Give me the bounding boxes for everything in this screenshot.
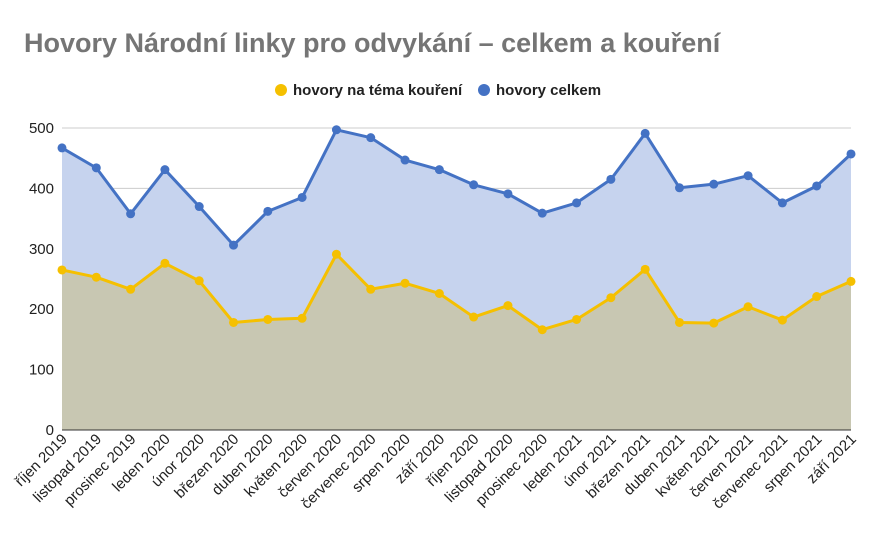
point-series-1-11	[434, 165, 444, 175]
point-series-1-19	[709, 179, 719, 189]
point-series-0-3	[160, 258, 170, 268]
point-series-1-15	[572, 198, 582, 208]
y-tick-label: 200	[29, 301, 54, 318]
point-series-0-5	[229, 317, 239, 327]
point-series-0-4	[194, 276, 204, 286]
point-series-0-9	[366, 284, 376, 294]
point-series-1-6	[263, 206, 273, 216]
point-series-0-17	[640, 264, 650, 274]
line-series-0	[61, 252, 852, 332]
point-series-1-2	[126, 209, 136, 219]
point-series-1-18	[674, 183, 684, 193]
point-series-0-18	[674, 317, 684, 327]
point-series-0-1	[91, 272, 101, 282]
point-series-1-23	[846, 149, 856, 159]
point-series-1-21	[777, 198, 787, 208]
point-series-0-13	[503, 301, 513, 311]
chart-title: Hovory Národní linky pro odvykání – celk…	[24, 28, 721, 58]
y-tick-label: 500	[29, 120, 54, 137]
legend-label-0: hovory na téma kouření	[293, 82, 463, 99]
point-series-1-8	[331, 125, 341, 135]
point-series-1-10	[400, 155, 410, 165]
line-series-1	[61, 128, 853, 247]
point-series-0-8	[331, 249, 341, 259]
point-series-0-0	[57, 265, 67, 275]
point-series-0-10	[400, 278, 410, 288]
point-series-1-20	[743, 171, 753, 181]
legend-marker-1	[478, 84, 490, 96]
point-series-0-19	[709, 318, 719, 328]
point-series-1-9	[366, 133, 376, 143]
point-series-1-1	[91, 163, 101, 173]
point-series-0-23	[846, 276, 856, 286]
point-series-0-14	[537, 325, 547, 335]
point-series-1-0	[57, 143, 67, 153]
point-series-1-4	[194, 202, 204, 212]
point-series-0-16	[606, 293, 616, 303]
point-series-0-12	[469, 312, 479, 322]
area-series-0	[62, 254, 851, 430]
point-series-1-7	[297, 192, 307, 202]
point-series-1-12	[469, 180, 479, 190]
point-series-0-2	[126, 284, 136, 294]
legend-marker-0	[275, 84, 287, 96]
point-series-1-16	[606, 174, 616, 184]
point-series-1-14	[537, 208, 547, 218]
point-series-0-6	[263, 314, 273, 324]
legend-label-1: hovory celkem	[496, 82, 601, 99]
point-series-0-7	[297, 313, 307, 323]
point-series-0-21	[777, 315, 787, 325]
point-series-0-15	[572, 314, 582, 324]
point-series-1-22	[812, 181, 822, 191]
y-tick-label: 100	[29, 362, 54, 379]
y-tick-label: 300	[29, 241, 54, 258]
point-series-0-22	[812, 292, 822, 302]
y-tick-label: 400	[29, 180, 54, 197]
point-series-0-20	[743, 302, 753, 312]
point-series-1-3	[160, 165, 170, 175]
y-tick-label: 0	[46, 422, 54, 439]
point-series-0-11	[434, 288, 444, 298]
point-series-1-5	[229, 240, 239, 250]
point-series-1-17	[640, 128, 650, 138]
point-series-1-13	[503, 189, 513, 199]
